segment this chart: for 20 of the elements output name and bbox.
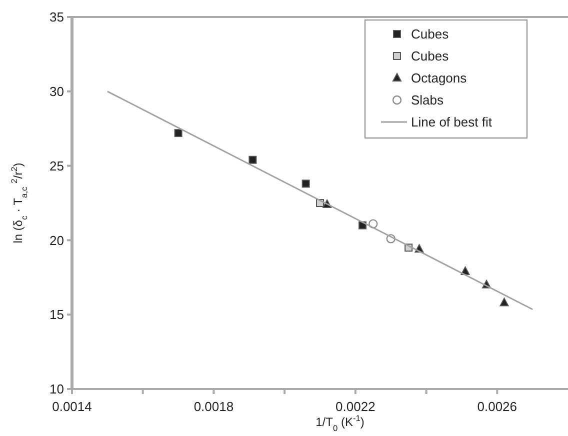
y-tick-label: 10 bbox=[50, 382, 64, 397]
point bbox=[302, 180, 310, 188]
x-tick-label: 0.0026 bbox=[477, 399, 518, 414]
point bbox=[174, 129, 182, 138]
point bbox=[500, 298, 509, 306]
y-tick-label: 25 bbox=[50, 158, 64, 174]
legend-label: Cubes bbox=[411, 48, 450, 64]
y-tick-label: 30 bbox=[50, 84, 64, 99]
point bbox=[248, 156, 257, 164]
legend-label: Cubes bbox=[411, 26, 450, 42]
x-axis-title: 1/T$_{0}$ (K$^{-1}$) bbox=[316, 413, 364, 433]
x-tick-label: 0.0022 bbox=[336, 399, 376, 414]
x-tick-label: 0.0014 bbox=[52, 399, 92, 414]
y-tick-label: 15 bbox=[50, 307, 64, 322]
y-tick-label: 35 bbox=[50, 10, 64, 25]
y-tick-label: 20 bbox=[50, 232, 64, 248]
legend-label: Line of best fit bbox=[411, 114, 492, 130]
legend-label: Slabs bbox=[411, 92, 444, 108]
legend-label: Octagons bbox=[411, 70, 468, 86]
x-tick-label: 0.0018 bbox=[194, 399, 234, 414]
